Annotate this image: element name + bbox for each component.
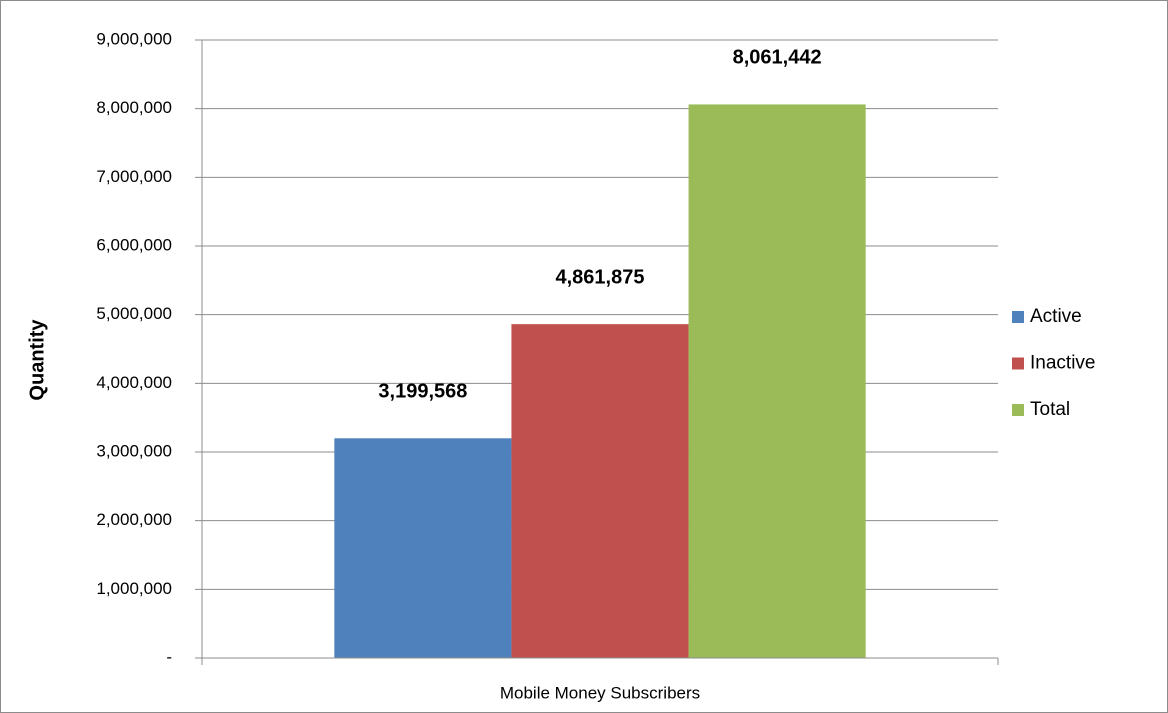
y-tick-label: 2,000,000 bbox=[96, 510, 172, 529]
y-tick-label: - bbox=[166, 647, 172, 666]
y-tick-label: 4,000,000 bbox=[96, 373, 172, 392]
bar bbox=[334, 438, 512, 658]
x-tick-label: Mobile Money Subscribers bbox=[500, 683, 700, 702]
bar bbox=[511, 324, 689, 658]
value-label: 3,199,568 bbox=[378, 381, 467, 403]
legend-swatch bbox=[1012, 404, 1024, 416]
y-tick-label: 7,000,000 bbox=[96, 167, 172, 186]
y-tick-label: 1,000,000 bbox=[96, 579, 172, 598]
legend-label: Total bbox=[1030, 399, 1070, 420]
y-tick-label: 8,000,000 bbox=[96, 98, 172, 117]
y-tick-label: 6,000,000 bbox=[96, 235, 172, 254]
y-tick-label: 3,000,000 bbox=[96, 441, 172, 460]
legend-label: Active bbox=[1030, 306, 1082, 327]
y-axis-title: Quantity bbox=[26, 319, 48, 401]
legend-swatch bbox=[1012, 357, 1024, 370]
legend-label: Inactive bbox=[1030, 353, 1095, 374]
value-label: 4,861,875 bbox=[556, 266, 645, 288]
bar bbox=[688, 104, 866, 659]
y-tick-label: 5,000,000 bbox=[96, 304, 172, 323]
legend-swatch bbox=[1012, 311, 1024, 323]
y-tick-label: 9,000,000 bbox=[96, 29, 172, 48]
value-label: 8,061,442 bbox=[733, 47, 822, 69]
